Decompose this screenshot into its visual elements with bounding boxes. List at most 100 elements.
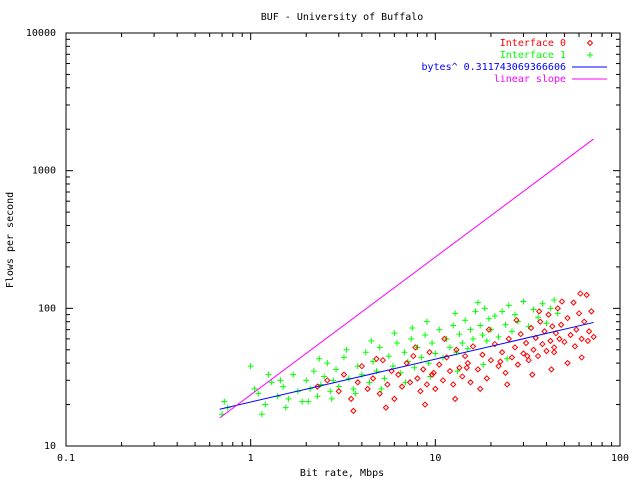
- data-point: [479, 351, 486, 358]
- y-tick-label: 1000: [32, 166, 56, 177]
- data-point: [520, 298, 527, 305]
- data-point: [467, 326, 474, 333]
- data-point: [481, 305, 488, 312]
- data-point: [539, 340, 546, 348]
- data-point: [277, 377, 284, 384]
- data-point: [467, 379, 474, 386]
- data-point: [409, 324, 416, 331]
- data-point: [511, 344, 519, 351]
- data-point: [480, 361, 487, 368]
- data-point: [508, 354, 516, 361]
- data-point: [358, 362, 366, 370]
- data-point: [524, 352, 531, 360]
- data-point: [483, 337, 490, 344]
- data-point: [369, 375, 377, 382]
- data-point: [370, 358, 377, 365]
- data-point: [310, 368, 317, 375]
- data-point: [414, 375, 421, 382]
- data-point: [406, 379, 414, 386]
- data-point: [314, 393, 321, 400]
- data-point: [428, 371, 436, 378]
- data-point: [535, 308, 543, 315]
- y-axis-label: Flows per second: [5, 192, 16, 288]
- data-point: [459, 339, 466, 346]
- data-point: [504, 355, 511, 362]
- linear-slope-line: [219, 138, 594, 419]
- x-tick-label: 100: [611, 453, 629, 464]
- x-tick-label: 10: [429, 453, 441, 464]
- data-point: [376, 390, 383, 397]
- data-point: [564, 314, 571, 322]
- data-point: [280, 383, 287, 390]
- data-point: [451, 395, 459, 403]
- data-point: [395, 371, 402, 378]
- data-point: [324, 377, 331, 384]
- data-point: [470, 335, 477, 342]
- data-point: [499, 308, 506, 315]
- data-point: [485, 326, 493, 333]
- data-point: [590, 333, 597, 341]
- data-point: [495, 362, 502, 370]
- data-point: [578, 335, 585, 343]
- data-point: [429, 339, 436, 346]
- series-interface-1: [219, 296, 561, 418]
- data-point: [282, 404, 289, 411]
- legend-label: Interface 1: [500, 50, 566, 61]
- data-point: [550, 349, 558, 356]
- data-point: [502, 321, 509, 328]
- legend-marker-sample: [587, 52, 593, 58]
- data-point: [388, 367, 395, 375]
- x-axis-label: Bit rate, Mbps: [300, 468, 384, 479]
- data-point: [530, 306, 537, 313]
- data-point: [258, 411, 265, 418]
- data-point: [265, 371, 272, 378]
- data-point: [474, 299, 481, 306]
- data-point: [350, 407, 357, 415]
- data-point: [324, 360, 331, 367]
- y-tick-label: 100: [38, 303, 56, 314]
- data-point: [547, 305, 554, 312]
- data-point: [462, 317, 469, 324]
- data-point: [412, 344, 419, 351]
- data-point: [441, 335, 448, 343]
- data-point: [330, 377, 337, 384]
- data-point: [385, 353, 392, 360]
- data-point: [583, 291, 590, 299]
- data-point: [456, 331, 463, 338]
- data-point: [417, 388, 424, 395]
- data-point: [401, 349, 408, 356]
- data-point: [453, 346, 460, 353]
- data-point: [321, 373, 328, 380]
- data-point: [390, 363, 397, 370]
- data-point: [398, 383, 406, 390]
- data-point: [537, 318, 544, 325]
- data-point: [446, 367, 454, 375]
- data-point: [354, 379, 361, 386]
- chart-title: BUF - University of Buffalo: [261, 12, 424, 23]
- data-point: [487, 356, 495, 364]
- data-point: [452, 310, 459, 317]
- data-point: [508, 328, 515, 335]
- power-fit-line: [219, 321, 594, 410]
- data-point: [368, 337, 375, 344]
- legend-marker-sample: [586, 39, 594, 47]
- data-point: [511, 311, 518, 318]
- data-point: [502, 369, 509, 377]
- data-point: [411, 364, 418, 371]
- data-point: [285, 395, 292, 402]
- data-point: [432, 385, 439, 393]
- data-point: [343, 346, 350, 353]
- y-tick-label: 10: [44, 441, 56, 452]
- data-point: [522, 339, 530, 347]
- data-point: [485, 315, 492, 322]
- data-point: [391, 395, 398, 403]
- data-point: [420, 366, 427, 373]
- data-point: [421, 401, 429, 408]
- data-point: [548, 366, 555, 373]
- fit-lines-layer: [219, 138, 594, 419]
- data-point: [547, 337, 554, 345]
- data-point: [340, 371, 348, 378]
- data-point: [491, 340, 499, 348]
- data-point: [299, 398, 306, 405]
